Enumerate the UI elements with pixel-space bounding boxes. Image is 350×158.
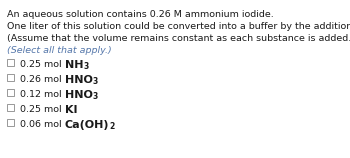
Text: 0.25 mol: 0.25 mol [20, 105, 65, 114]
Text: (Select all that apply.): (Select all that apply.) [7, 46, 112, 55]
Text: 3: 3 [92, 77, 98, 86]
Text: 0.06 mol: 0.06 mol [20, 120, 65, 129]
Text: NH: NH [65, 60, 83, 70]
Text: HNO: HNO [65, 75, 92, 85]
Bar [7, 89, 14, 96]
Text: 3: 3 [83, 62, 88, 71]
Bar [7, 104, 14, 111]
Text: KI: KI [65, 105, 77, 115]
Text: An aqueous solution contains 0.26 M ammonium iodide.: An aqueous solution contains 0.26 M ammo… [7, 10, 274, 19]
Text: Ca(OH): Ca(OH) [65, 120, 109, 130]
Text: 2: 2 [109, 122, 114, 131]
Text: 0.12 mol: 0.12 mol [20, 90, 65, 99]
Bar [7, 59, 14, 66]
Bar [7, 74, 14, 81]
Bar [7, 119, 14, 126]
Text: (Assume that the volume remains constant as each substance is added.): (Assume that the volume remains constant… [7, 34, 350, 43]
Text: 3: 3 [92, 92, 98, 101]
Text: HNO: HNO [65, 90, 92, 100]
Text: 0.26 mol: 0.26 mol [20, 75, 65, 84]
Text: 0.25 mol: 0.25 mol [20, 60, 65, 69]
Text: One liter of this solution could be converted into a buffer by the addition of:: One liter of this solution could be conv… [7, 22, 350, 31]
